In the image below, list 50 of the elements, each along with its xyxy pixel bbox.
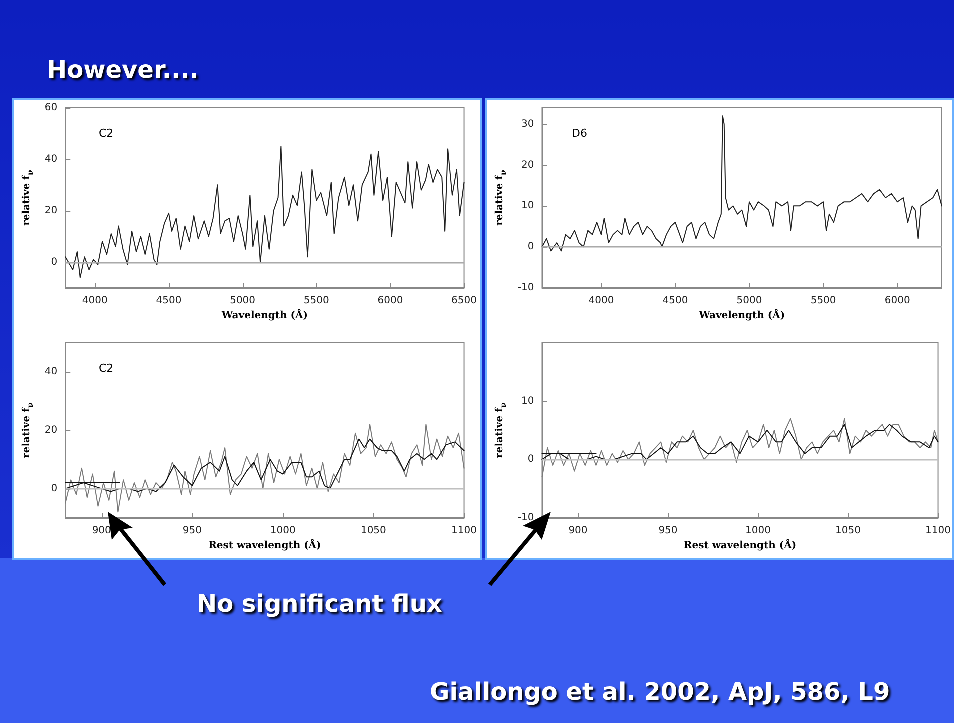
x-tick-label: 950 [658,526,678,536]
y-axis-title: relative fν [22,170,35,226]
y-tick-label: 20 [44,205,58,216]
x-tick-label: 900 [568,526,588,536]
annotation: D6 [572,127,588,140]
y-tick-label: -10 [518,512,534,524]
y-tick-label: 0 [528,454,534,466]
x-axis-title: Wavelength (Å) [698,308,786,322]
y-tick-label: 0 [51,483,58,494]
annotation: C2 [99,362,114,375]
x-axis-title: Rest wavelength (Å) [684,538,797,552]
y-tick-label: 10 [522,396,534,407]
y-axis-title: relative fν [22,402,35,458]
text: Giallongo et al. 2002, ApJ, 586, L9 [430,678,890,706]
x-tick-label: 1000 [270,526,296,536]
y-tick-label: 40 [44,154,58,165]
x-tick-label: 6000 [884,296,910,306]
y-tick-label: 30 [522,118,534,130]
x-tick-label: 5500 [304,296,330,306]
x-axis-title: Wavelength (Å) [220,308,308,322]
y-tick-label: 20 [522,160,534,171]
x-tick-label: 6500 [452,296,477,306]
y-tick-label: 0 [528,242,534,253]
x-tick-label: 1100 [452,526,477,536]
y-axis-title: relative fν [494,170,508,226]
text: No significant flux [197,590,442,618]
x-tick-label: 1100 [926,526,951,536]
annotation: C2 [99,127,114,140]
x-tick-label: 1050 [360,526,386,536]
y-axis-title: relative fν [494,402,508,458]
x-tick-label: 4000 [82,296,108,306]
x-tick-label: 4500 [156,296,182,306]
x-tick-label: 5000 [736,296,762,306]
y-tick-label: 10 [522,200,534,212]
x-tick-label: 5000 [230,296,256,306]
x-tick-label: 900 [92,526,112,536]
y-tick-label: 40 [44,366,58,378]
text: However.... [47,56,199,84]
x-tick-label: 1000 [746,526,771,536]
x-tick-label: 5500 [810,296,836,306]
x-tick-label: 950 [182,526,202,536]
y-tick-label: -10 [518,282,534,294]
y-tick-label: 60 [44,102,58,114]
x-tick-label: 1050 [836,526,861,536]
x-tick-label: 4500 [662,296,688,306]
x-axis-title: Rest wavelength (Å) [208,538,322,552]
y-tick-label: 0 [51,256,58,268]
x-tick-label: 6000 [378,296,404,306]
y-tick-label: 20 [44,425,58,436]
x-tick-label: 4000 [588,296,614,306]
